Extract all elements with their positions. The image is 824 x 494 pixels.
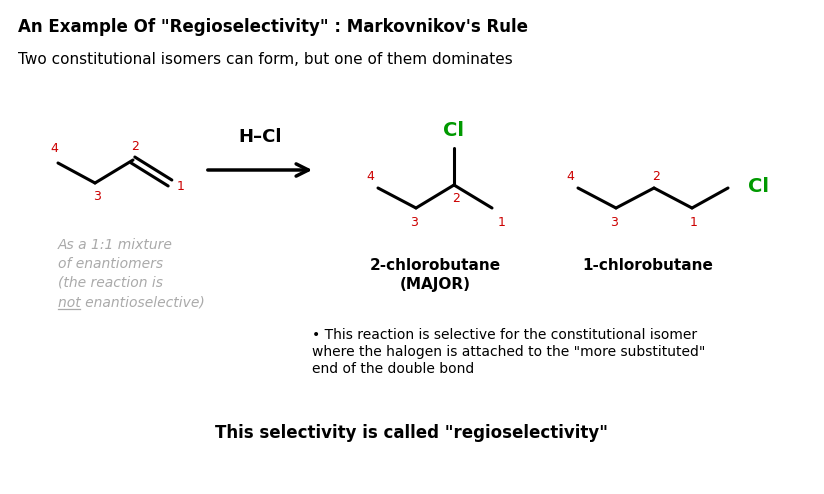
Text: 1: 1 — [177, 180, 185, 194]
Text: 4: 4 — [50, 142, 58, 156]
Text: 1: 1 — [498, 215, 506, 229]
Text: 4: 4 — [566, 169, 574, 182]
Text: 2-chlorobutane: 2-chlorobutane — [369, 258, 500, 273]
Text: 1: 1 — [690, 215, 698, 229]
Text: Two constitutional isomers can form, but one of them dominates: Two constitutional isomers can form, but… — [18, 52, 513, 67]
Text: 2: 2 — [652, 169, 660, 182]
Text: • This reaction is selective for the constitutional isomer: • This reaction is selective for the con… — [312, 328, 697, 342]
Text: 2: 2 — [131, 139, 139, 153]
Text: end of the double bond: end of the double bond — [312, 362, 475, 376]
Text: of enantiomers: of enantiomers — [58, 257, 163, 271]
Text: where the halogen is attached to the "more substituted": where the halogen is attached to the "mo… — [312, 345, 705, 359]
Text: Cl: Cl — [443, 121, 465, 140]
Text: 3: 3 — [410, 215, 418, 229]
Text: 2: 2 — [452, 193, 460, 206]
Text: 4: 4 — [366, 169, 374, 182]
Text: (the reaction is: (the reaction is — [58, 276, 163, 290]
Text: 3: 3 — [93, 191, 101, 204]
Text: not enantioselective): not enantioselective) — [58, 295, 204, 309]
Text: 1-chlorobutane: 1-chlorobutane — [583, 258, 714, 273]
Text: 3: 3 — [610, 215, 618, 229]
Text: As a 1:1 mixture: As a 1:1 mixture — [58, 238, 173, 252]
Text: This selectivity is called "regioselectivity": This selectivity is called "regioselecti… — [216, 424, 608, 442]
Text: An Example Of "Regioselectivity" : Markovnikov's Rule: An Example Of "Regioselectivity" : Marko… — [18, 18, 528, 36]
Text: H–Cl: H–Cl — [238, 128, 282, 146]
Text: Cl: Cl — [748, 176, 769, 196]
Text: (MAJOR): (MAJOR) — [400, 277, 471, 292]
